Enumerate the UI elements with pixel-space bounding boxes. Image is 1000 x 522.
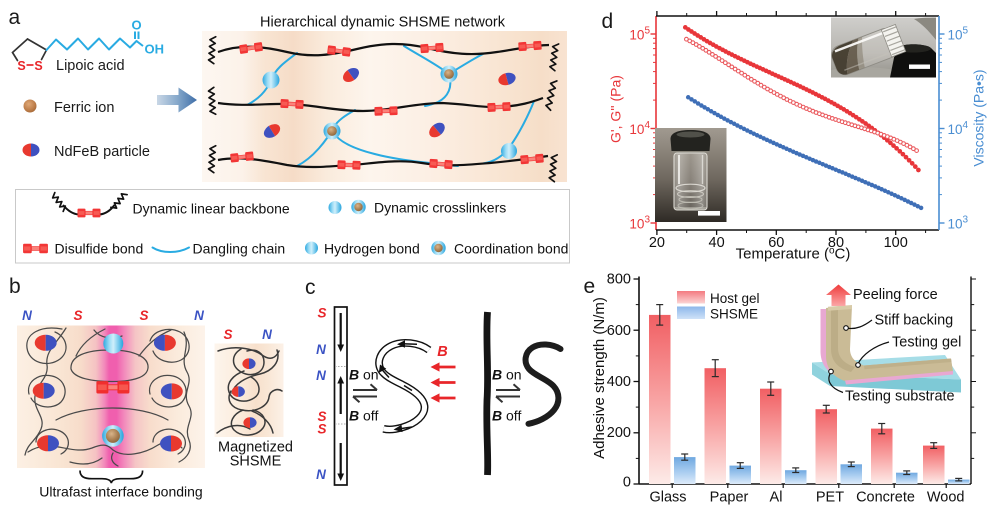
svg-text:104: 104 <box>629 120 650 137</box>
svg-text:Peeling force: Peeling force <box>853 287 938 303</box>
svg-text:Viscosity (Pa•s): Viscosity (Pa•s) <box>971 69 987 166</box>
svg-text:80: 80 <box>828 235 844 251</box>
svg-text:B on: B on <box>492 367 522 383</box>
svg-text:SHSME: SHSME <box>710 307 758 322</box>
svg-text:60: 60 <box>768 235 784 251</box>
svg-text:20: 20 <box>649 235 665 251</box>
svg-text:N: N <box>22 308 32 323</box>
svg-text:e: e <box>584 275 596 298</box>
svg-text:100: 100 <box>884 235 908 251</box>
svg-text:105: 105 <box>629 26 650 43</box>
svg-text:Ferric ion: Ferric ion <box>54 100 114 116</box>
svg-text:Paper: Paper <box>710 490 749 506</box>
svg-text:800: 800 <box>607 272 631 288</box>
svg-text:105: 105 <box>948 26 969 43</box>
svg-text:104: 104 <box>948 120 969 137</box>
svg-text:Hydrogen bond: Hydrogen bond <box>324 241 420 257</box>
svg-text:Lipoic acid: Lipoic acid <box>56 58 125 74</box>
svg-text:S: S <box>223 327 232 342</box>
svg-text:Adhesive strength (N/m): Adhesive strength (N/m) <box>591 297 608 459</box>
svg-text:Ultrafast interface bonding: Ultrafast interface bonding <box>39 484 202 500</box>
svg-text:NdFeB particle: NdFeB particle <box>54 144 150 160</box>
svg-text:Temperature (oC): Temperature (oC) <box>736 246 851 263</box>
svg-text:b: b <box>9 275 21 298</box>
svg-text:S: S <box>139 308 148 323</box>
svg-text:Coordination bond: Coordination bond <box>454 241 568 257</box>
svg-text:S: S <box>317 409 326 424</box>
svg-text:Testing substrate: Testing substrate <box>845 389 955 405</box>
svg-text:SHSME: SHSME <box>230 454 282 470</box>
svg-text:N: N <box>316 368 326 383</box>
svg-text:B off: B off <box>492 408 521 424</box>
svg-text:Wood: Wood <box>927 490 965 506</box>
svg-text:c: c <box>305 276 316 299</box>
svg-text:Disulfide bond: Disulfide bond <box>55 241 144 257</box>
svg-text:N: N <box>316 467 326 482</box>
svg-text:Al: Al <box>770 490 783 506</box>
svg-text:a: a <box>9 6 21 29</box>
svg-text:N: N <box>316 342 326 357</box>
svg-text:N: N <box>262 327 272 342</box>
svg-text:O: O <box>131 18 141 33</box>
svg-text:Glass: Glass <box>649 490 686 506</box>
svg-text:S: S <box>34 59 42 73</box>
svg-text:S: S <box>17 59 25 73</box>
svg-text:B: B <box>437 344 447 360</box>
svg-text:103: 103 <box>629 215 650 232</box>
svg-text:G', G'' (Pa): G', G'' (Pa) <box>608 75 624 143</box>
svg-text:S: S <box>73 308 82 323</box>
svg-text:Magnetized: Magnetized <box>218 440 293 456</box>
svg-text:Hierarchical dynamic SHSME net: Hierarchical dynamic SHSME network <box>260 15 506 31</box>
svg-text:N: N <box>194 308 204 323</box>
svg-text:PET: PET <box>816 490 844 506</box>
svg-text:B off: B off <box>349 408 378 424</box>
svg-text:200: 200 <box>607 425 631 441</box>
svg-text:0: 0 <box>623 475 631 491</box>
svg-text:S: S <box>317 306 326 321</box>
svg-text:Stiff backing: Stiff backing <box>875 313 954 329</box>
svg-text:103: 103 <box>948 215 969 232</box>
svg-text:Host gel: Host gel <box>710 291 760 306</box>
svg-text:Testing gel: Testing gel <box>892 335 961 351</box>
svg-text:S: S <box>317 422 326 437</box>
svg-text:Concrete: Concrete <box>856 490 915 506</box>
svg-text:400: 400 <box>607 374 631 390</box>
svg-text:Dangling chain: Dangling chain <box>193 241 286 257</box>
svg-text:40: 40 <box>709 235 725 251</box>
svg-text:Dynamic crosslinkers: Dynamic crosslinkers <box>374 200 506 216</box>
svg-text:d: d <box>602 10 614 33</box>
svg-text:600: 600 <box>607 323 631 339</box>
svg-text:Dynamic linear backbone: Dynamic linear backbone <box>133 201 290 217</box>
svg-text:OH: OH <box>145 42 165 57</box>
svg-text:B on: B on <box>349 367 379 383</box>
